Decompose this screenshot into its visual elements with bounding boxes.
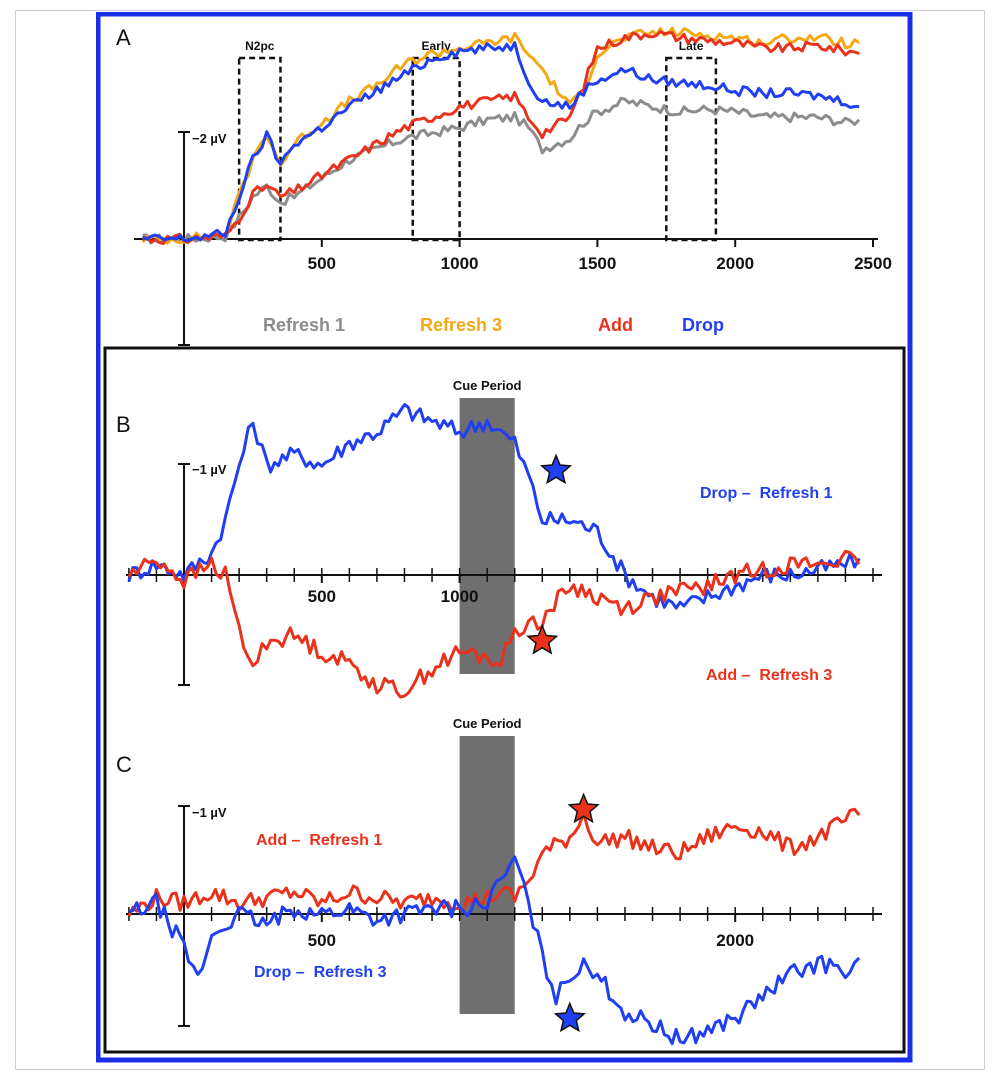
legend-drop: Drop bbox=[682, 315, 724, 335]
cue-period-band bbox=[459, 398, 515, 674]
x-tick-label: 500 bbox=[308, 931, 336, 950]
panels-bc-border bbox=[103, 346, 906, 1054]
trace-drop-refresh-3 bbox=[128, 855, 861, 1046]
series-label-drop-refresh3: Drop – Refresh 3 bbox=[254, 964, 387, 981]
trace-add bbox=[142, 30, 860, 245]
x-tick-label: 2000 bbox=[716, 254, 754, 273]
x-tick-label: 1000 bbox=[441, 587, 479, 606]
significance-star bbox=[553, 1001, 586, 1033]
series-label-add-refresh1: Add – Refresh 1 bbox=[256, 832, 382, 849]
figure-frame bbox=[15, 10, 985, 1070]
x-tick-label: 500 bbox=[308, 254, 336, 273]
scale-label-c: −1 µV bbox=[192, 805, 227, 820]
panel-a: A −2 µV 500 1000 1500 2000 2500 N2pc Early Lat… bbox=[116, 25, 892, 346]
series-label-drop-refresh1: Drop – Refresh 1 bbox=[700, 485, 833, 502]
x-tick-label: 500 bbox=[308, 587, 336, 606]
x-tick-label: 1500 bbox=[578, 254, 616, 273]
analysis-window bbox=[665, 56, 718, 242]
legend-refresh-1: Refresh 1 bbox=[263, 315, 345, 335]
analysis-window-label: Late bbox=[679, 39, 704, 53]
trace-add-refresh-3 bbox=[127, 549, 861, 699]
outer-border bbox=[96, 12, 913, 1063]
panel-c: C Cue Period −1 µV 500 2000 Add – Refresh… bbox=[116, 716, 882, 1046]
legend-refresh-3: Refresh 3 bbox=[420, 315, 502, 335]
erp-figure: A −2 µV 500 1000 1500 2000 2500 N2pc Early Lat… bbox=[96, 12, 913, 1063]
scale-label-b: −1 µV bbox=[192, 462, 227, 477]
series-label-add-refresh3: Add – Refresh 3 bbox=[706, 667, 832, 684]
x-tick-label: 2500 bbox=[854, 254, 892, 273]
scale-label-a: −2 µV bbox=[192, 131, 227, 146]
trace-drop-refresh-1 bbox=[127, 403, 861, 610]
significance-star bbox=[567, 792, 600, 824]
x-tick-label: 2000 bbox=[716, 931, 754, 950]
significance-star bbox=[539, 453, 573, 485]
cue-period-label: Cue Period bbox=[453, 716, 522, 731]
x-tick-label: 1000 bbox=[441, 254, 479, 273]
analysis-window bbox=[237, 56, 282, 242]
panel-letter-c: C bbox=[116, 752, 132, 777]
analysis-window bbox=[411, 56, 461, 242]
significance-star bbox=[526, 624, 559, 655]
panel-b: B Cue Period −1 µV 500 1000 Drop – Refres… bbox=[116, 378, 882, 699]
trace-drop bbox=[141, 41, 860, 243]
cue-period-label: Cue Period bbox=[453, 378, 522, 393]
trace-refresh-3 bbox=[141, 26, 861, 245]
panel-letter-b: B bbox=[116, 412, 131, 437]
panel-letter-a: A bbox=[116, 25, 131, 50]
trace-add-refresh-1 bbox=[127, 807, 861, 917]
analysis-window-label: N2pc bbox=[245, 39, 275, 53]
legend-add: Add bbox=[598, 315, 633, 335]
